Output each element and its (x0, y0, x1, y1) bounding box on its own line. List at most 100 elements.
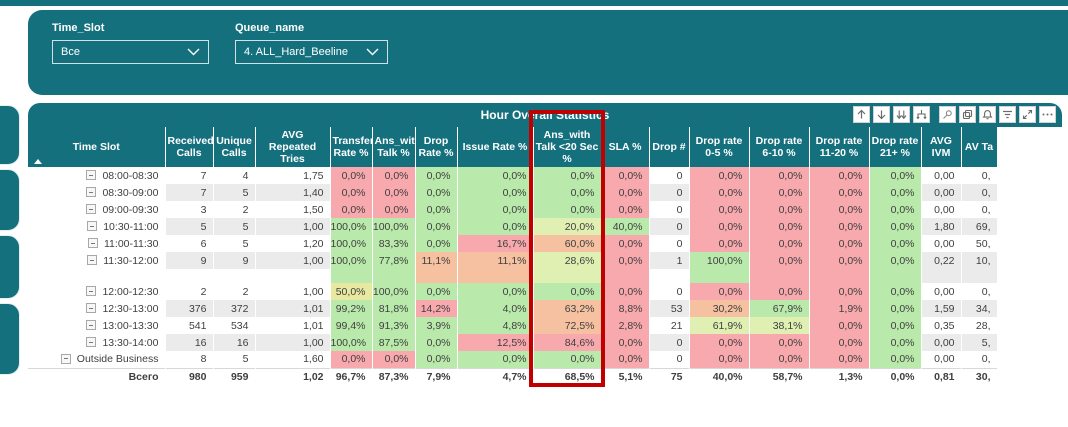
value-cell: 0,0% (869, 184, 922, 201)
nav-pill-3[interactable] (0, 235, 20, 299)
table-row: 10:30-11:00 5 5 1,00 100,0% 100,0% 0,0% 0,0% 20,… (28, 218, 998, 235)
value-cell: 8 (165, 351, 214, 368)
time-slot-cell (28, 269, 166, 283)
column-header-drop-rate-11-20[interactable]: Drop rate 11-20 % (809, 127, 870, 167)
value-cell: 40,0% (601, 218, 650, 235)
collapse-icon[interactable] (86, 320, 97, 331)
time-slot-cell: 13:30-14:00 (28, 334, 166, 351)
drill-down-icon[interactable] (873, 106, 890, 123)
value-cell: 0,0% (689, 184, 750, 201)
expand-all-icon[interactable] (913, 106, 930, 123)
collapse-icon[interactable] (60, 353, 71, 364)
value-cell: 0,0% (869, 235, 922, 252)
value-cell: 2 (213, 201, 256, 218)
column-header-drop-rate[interactable]: Drop Rate % (415, 127, 458, 167)
value-cell (457, 269, 534, 283)
value-cell: 0,0% (601, 351, 650, 368)
more-options-icon[interactable] (1039, 106, 1056, 123)
column-header-ans-with-talk[interactable]: Ans_with Talk % (372, 127, 416, 167)
column-header-drop-rate-0-5[interactable]: Drop rate 0-5 % (689, 127, 750, 167)
value-cell: 0,0% (601, 167, 650, 184)
column-header-time-slot[interactable]: Time Slot (28, 127, 166, 167)
column-header-avg-ta[interactable]: AV Ta (961, 127, 998, 167)
collapse-icon[interactable] (88, 238, 98, 249)
value-cell (749, 269, 810, 283)
drill-up-icon[interactable] (853, 106, 870, 123)
value-cell: 0,00 (921, 184, 962, 201)
value-cell: 1,01 (255, 317, 331, 334)
value-cell: 0,0% (809, 235, 870, 252)
value-cell: 0,0% (749, 351, 810, 368)
collapse-icon[interactable] (86, 286, 97, 297)
value-cell: 0,0% (415, 218, 458, 235)
value-cell: 0,0% (689, 351, 750, 368)
column-header-sla[interactable]: SLA % (601, 127, 650, 167)
value-cell: 7 (165, 167, 214, 184)
column-header-unique-calls[interactable]: Unique Calls (213, 127, 256, 167)
value-cell: 0,0% (869, 218, 922, 235)
value-cell: 100,0% (330, 334, 373, 351)
time-slot-cell: 12:30-13:00 (28, 300, 166, 317)
collapse-icon[interactable] (86, 337, 97, 348)
value-cell: 0,0% (809, 334, 870, 351)
value-cell: 96,7% (330, 367, 373, 386)
value-cell: 0,0% (869, 283, 922, 300)
collapse-icon[interactable] (87, 221, 98, 232)
collapse-icon[interactable] (87, 255, 98, 266)
value-cell (601, 269, 650, 283)
bell-icon[interactable] (979, 106, 996, 123)
go-to-next-level-icon[interactable] (893, 106, 910, 123)
column-header-issue-rate[interactable]: Issue Rate % (457, 127, 534, 167)
value-cell: 50, (961, 235, 998, 252)
value-cell: 0 (649, 167, 690, 184)
collapse-icon[interactable] (86, 170, 97, 181)
collapse-icon[interactable] (86, 303, 97, 314)
nav-pill-4[interactable] (0, 303, 20, 375)
value-cell: 0,0% (601, 235, 650, 252)
value-cell: 84,6% (533, 334, 602, 351)
value-cell: 0,0% (533, 184, 602, 201)
value-cell: 541 (165, 317, 214, 334)
table-row: 09:00-09:30 3 2 1,50 0,0% 0,0% 0,0% 0,0% 0,0% 0,0… (28, 201, 998, 218)
nav-pill-1[interactable] (0, 105, 20, 165)
column-header-drop-count[interactable]: Drop # (649, 127, 690, 167)
value-cell: 67,9% (749, 300, 810, 317)
value-cell: 100,0% (330, 218, 373, 235)
column-header-transfer-rate[interactable]: Transfer Rate % (330, 127, 373, 167)
table-body: 08:00-08:30 7 4 1,75 0,0% 0,0% 0,0% 0,0% 0,0% 0,0… (28, 167, 998, 386)
pin-icon[interactable] (939, 106, 956, 123)
value-cell: 1,59 (921, 300, 962, 317)
time-slot-dropdown[interactable]: Все (52, 40, 209, 64)
copy-icon[interactable] (959, 106, 976, 123)
value-cell: 1,50 (255, 201, 331, 218)
value-cell: 0,0% (330, 184, 373, 201)
column-header-avg-repeated-tries[interactable]: AVG Repeated Tries (255, 127, 331, 167)
column-header-drop-rate-21[interactable]: Drop rate 21+ % (869, 127, 922, 167)
value-cell: 99,4% (330, 317, 373, 334)
collapse-icon[interactable] (86, 204, 97, 215)
filter-icon[interactable] (999, 106, 1016, 123)
value-cell: 5 (213, 184, 256, 201)
focus-mode-icon[interactable] (1019, 106, 1036, 123)
value-cell: 0,00 (921, 167, 962, 184)
nav-pill-2[interactable] (0, 169, 20, 231)
column-header-ans-with-talk-20sec[interactable]: Ans_with Talk <20 Sec % (533, 127, 602, 167)
value-cell: 0,0% (372, 201, 416, 218)
collapse-icon[interactable] (86, 187, 97, 198)
value-cell: 0,0% (415, 283, 458, 300)
value-cell: 87,3% (372, 367, 416, 386)
column-header-avg-ivm[interactable]: AVG IVM (921, 127, 962, 167)
value-cell: 1,3% (809, 367, 870, 386)
value-cell: 0,0% (869, 351, 922, 368)
value-cell: 5, (961, 334, 998, 351)
queue-name-dropdown[interactable]: 4. ALL_Hard_Beeline (235, 40, 388, 64)
value-cell: 0,81 (921, 367, 962, 386)
value-cell: 10, (961, 252, 998, 269)
value-cell: 77,8% (372, 252, 416, 269)
table-row: 11:30-12:00 9 9 1,00 100,0% 77,8% 11,1% 11,1% 28… (28, 252, 998, 269)
column-header-drop-rate-6-10[interactable]: Drop rate 6-10 % (749, 127, 810, 167)
value-cell: 0,0% (601, 184, 650, 201)
column-header-received-calls[interactable]: Received Calls (165, 127, 214, 167)
value-cell: 0,0% (869, 201, 922, 218)
value-cell: 0 (649, 283, 690, 300)
